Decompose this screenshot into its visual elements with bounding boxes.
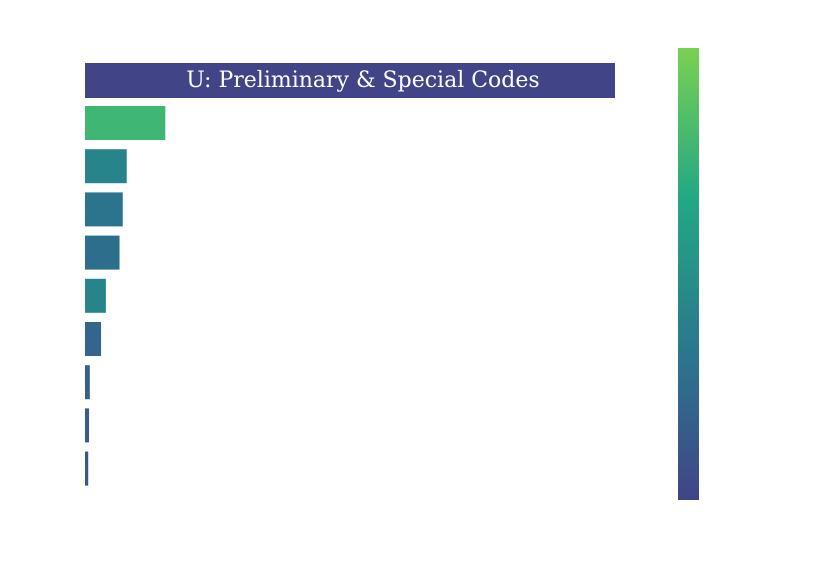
bar-5 [85, 278, 106, 313]
bar-3 [85, 192, 123, 227]
bar-7 [85, 365, 90, 400]
banner-text: U: Preliminary & Special Codes [186, 68, 539, 93]
bars-layer [85, 106, 166, 486]
bar-6 [85, 322, 102, 356]
colorbar [678, 48, 699, 500]
bar-4 [85, 235, 120, 270]
chart-banner: U: Preliminary & Special Codes [85, 63, 615, 98]
bar-2 [85, 149, 127, 184]
banner-background [85, 63, 615, 98]
bar-9 [85, 451, 89, 486]
bar-1 [85, 106, 166, 140]
bar-8 [85, 408, 90, 443]
